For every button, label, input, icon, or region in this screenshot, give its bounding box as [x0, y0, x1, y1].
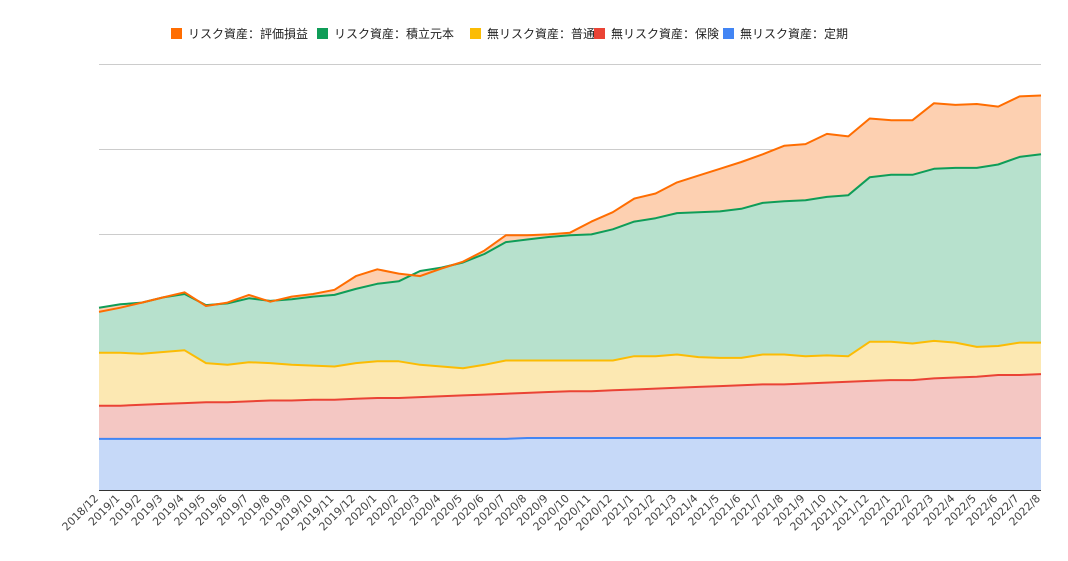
series-areas — [99, 95, 1041, 490]
legend-swatch — [594, 28, 605, 39]
legend-label: 無リスク資産：定期 — [740, 26, 848, 41]
legend-label: リスク資産：積立元本 — [334, 26, 454, 41]
legend-item[interactable]: リスク資産：積立元本 — [317, 26, 454, 41]
legend-item[interactable]: 無リスク資産：普通 — [470, 26, 595, 41]
area-series-5 — [99, 95, 1041, 312]
area-series-4 — [99, 154, 1041, 369]
legend-swatch — [470, 28, 481, 39]
line-series-4 — [98, 153, 1042, 309]
line-series-3 — [99, 339, 1041, 370]
legend-swatch — [723, 28, 734, 39]
legend-label: 無リスク資産：保険 — [611, 26, 719, 41]
legend-swatch — [317, 28, 328, 39]
legend-item[interactable]: リスク資産：評価損益 — [171, 26, 308, 41]
legend-label: 無リスク資産：普通 — [487, 26, 595, 41]
legend-swatch — [171, 28, 182, 39]
series-lines — [98, 94, 1042, 440]
line-series-5 — [98, 94, 1042, 313]
legend-item[interactable]: 無リスク資産：定期 — [723, 26, 848, 41]
line-series-2 — [99, 373, 1042, 407]
legend: リスク資産：評価損益 リスク資産：積立元本 無リスク資産：普通 無リスク資産：保険 無リ… — [171, 26, 848, 41]
area-series-2 — [99, 374, 1041, 439]
line-series-1 — [99, 437, 1041, 440]
x-axis-tick-labels: 2018/122019/12019/22019/32019/42019/5201… — [60, 492, 1044, 534]
area-series-1 — [99, 438, 1041, 490]
legend-label: リスク資産：評価損益 — [188, 26, 308, 41]
legend-item[interactable]: 無リスク資産：保険 — [594, 26, 719, 41]
